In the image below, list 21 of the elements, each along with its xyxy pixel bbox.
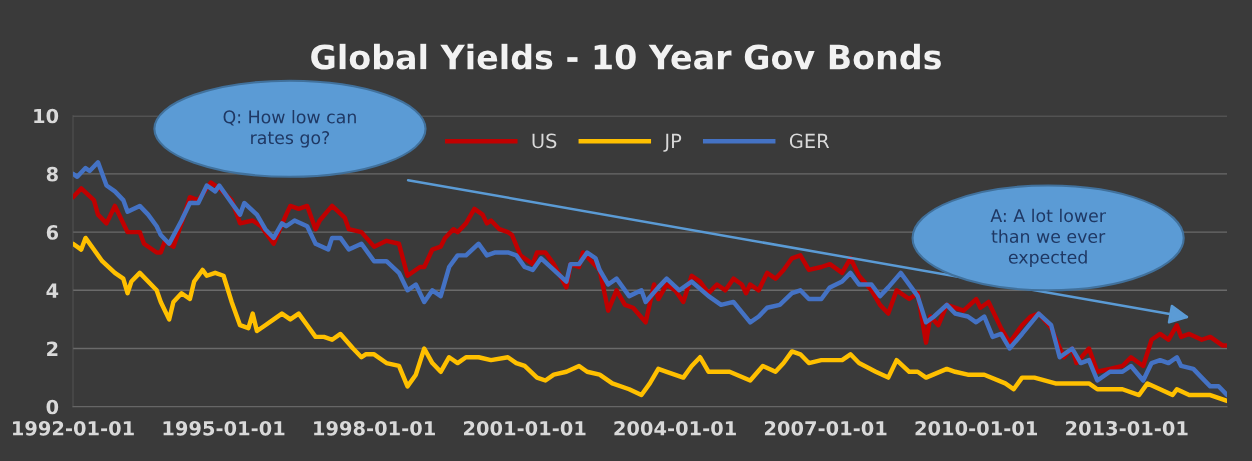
x-tick-label: 2004-01-01 — [614, 420, 736, 436]
y-tick-label: 4 — [46, 283, 59, 298]
x-tick-label: 1992-01-01 — [13, 420, 134, 436]
y-tick-label: 0 — [46, 399, 59, 415]
y-tick-label: 10 — [34, 108, 59, 124]
y-tick-label: 8 — [46, 166, 58, 182]
legend-label: US — [532, 133, 557, 149]
annotation: A: A lot lower than we ever expected — [990, 208, 1106, 268]
x-tick-label: 2010-01-01 — [915, 420, 1038, 436]
x-tick-label: 2013-01-01 — [1066, 420, 1188, 436]
y-tick-label: 2 — [47, 341, 58, 356]
x-tick-label: 1995-01-01 — [163, 420, 285, 436]
x-tick-label: 2001-01-01 — [464, 420, 586, 436]
annotation: Q: How low can rates go? — [223, 110, 356, 148]
y-tick-label: 6 — [46, 225, 59, 240]
legend-label: GER — [789, 133, 830, 149]
x-tick-label: 2007-01-01 — [764, 420, 887, 436]
legend-label: JP — [663, 133, 682, 152]
chart-title: Global Yields - 10 Year Gov Bonds — [311, 43, 941, 70]
line-series — [73, 160, 1227, 398]
x-tick-label: 1998-01-01 — [314, 420, 435, 436]
